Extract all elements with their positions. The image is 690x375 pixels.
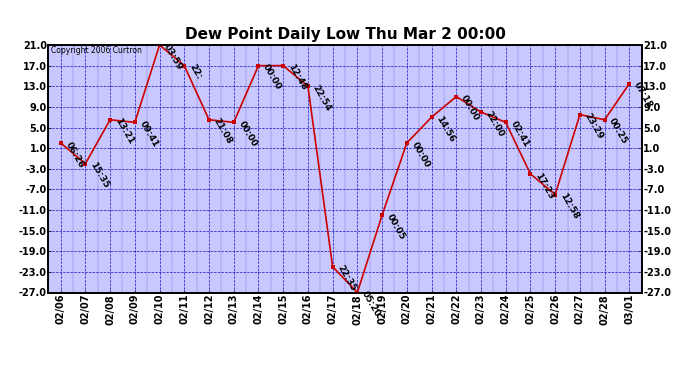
Point [154,42,165,48]
Text: Copyright 2006 Curtron: Copyright 2006 Curtron [51,46,142,55]
Point [426,114,437,120]
Point [228,119,239,125]
Point [327,264,338,270]
Point [525,171,536,177]
Text: 05:20: 05:20 [360,290,382,319]
Text: 00:00: 00:00 [262,63,283,92]
Point [402,140,413,146]
Text: 03:59: 03:59 [162,42,184,72]
Point [277,63,288,69]
Text: 00:00: 00:00 [459,94,481,123]
Text: 23:29: 23:29 [582,112,605,141]
Point [550,192,561,198]
Text: 15:35: 15:35 [88,161,110,190]
Point [204,117,215,123]
Point [599,117,610,123]
Text: 09:41: 09:41 [137,120,160,149]
Point [451,94,462,100]
Point [55,140,66,146]
Text: 17:23: 17:23 [533,171,555,201]
Text: 02:41: 02:41 [509,120,531,149]
Point [105,117,116,123]
Text: 22:: 22: [187,63,203,81]
Text: 00:25: 00:25 [607,117,629,146]
Text: 12:48: 12:48 [286,63,308,92]
Text: 00:05: 00:05 [385,212,407,242]
Point [475,109,486,115]
Text: 06:26: 06:26 [63,140,86,170]
Title: Dew Point Daily Low Thu Mar 2 00:00: Dew Point Daily Low Thu Mar 2 00:00 [184,27,506,42]
Point [352,290,363,296]
Text: 12:58: 12:58 [558,192,580,221]
Text: 22:35: 22:35 [335,264,357,293]
Point [377,212,388,218]
Point [500,119,511,125]
Point [129,119,140,125]
Text: 22:00: 22:00 [484,109,506,138]
Point [302,83,313,89]
Text: 00:00: 00:00 [410,140,431,169]
Text: 21:08: 21:08 [212,117,234,146]
Text: 13:21: 13:21 [113,117,135,146]
Point [253,63,264,69]
Point [574,112,585,118]
Point [179,63,190,69]
Text: 22:54: 22:54 [310,84,333,113]
Text: 07:18: 07:18 [632,81,654,110]
Point [80,160,91,166]
Text: 14:56: 14:56 [434,114,457,144]
Text: 00:00: 00:00 [237,120,258,148]
Point [624,81,635,87]
